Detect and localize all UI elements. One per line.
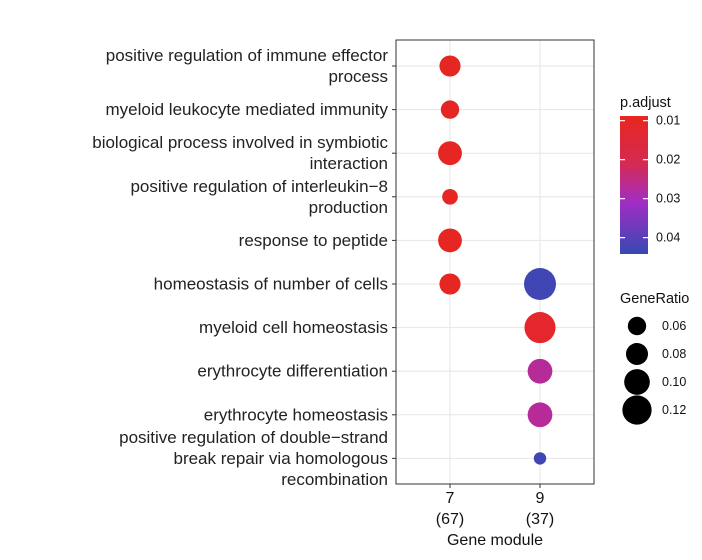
color-legend: p.adjust 0.01 0.02 0.03 0.04 xyxy=(620,95,680,254)
y-tick-label: erythrocyte differentiation xyxy=(197,362,388,381)
data-point xyxy=(438,228,462,253)
y-tick-label: homeostasis of number of cells xyxy=(154,275,388,294)
panel-border xyxy=(395,39,595,485)
data-point xyxy=(527,358,553,384)
y-tick-label: recombination xyxy=(281,470,388,489)
y-axis: positive regulation of immune effector pr… xyxy=(92,46,396,489)
color-legend-label: 0.02 xyxy=(656,153,680,167)
color-legend-bar xyxy=(620,116,648,254)
data-point xyxy=(533,452,547,465)
size-legend-dot xyxy=(625,342,649,366)
data-point xyxy=(440,100,460,119)
data-point xyxy=(524,312,556,344)
size-legend-dot xyxy=(627,316,647,336)
y-tick-label: production xyxy=(309,198,388,217)
color-legend-title: p.adjust xyxy=(620,95,671,111)
data-point xyxy=(439,273,461,295)
y-tick-label: process xyxy=(328,67,388,86)
y-tick-label: break repair via homologous xyxy=(173,449,388,468)
y-tick-label: myeloid leukocyte mediated immunity xyxy=(105,100,388,119)
y-tick-label: erythrocyte homeostasis xyxy=(204,405,388,424)
data-point xyxy=(439,55,461,77)
size-legend-dot xyxy=(622,395,652,425)
color-legend-label: 0.01 xyxy=(656,114,680,128)
data-points xyxy=(438,55,556,465)
data-point xyxy=(438,141,462,166)
size-legend: GeneRatio 0.06 0.08 0.10 0.12 xyxy=(620,291,689,425)
size-legend-label: 0.10 xyxy=(662,375,686,389)
data-point xyxy=(527,402,553,428)
size-legend-title: GeneRatio xyxy=(620,291,689,307)
size-legend-label: 0.08 xyxy=(662,347,686,361)
y-tick-label: myeloid cell homeostasis xyxy=(199,318,388,337)
y-tick-label: interaction xyxy=(310,154,388,173)
color-legend-label: 0.03 xyxy=(656,192,680,206)
x-tick-label: 7 xyxy=(446,490,455,507)
data-point xyxy=(442,188,458,205)
y-tick-label: response to peptide xyxy=(239,231,388,250)
x-tick-label: 9 xyxy=(536,490,545,507)
size-legend-dot xyxy=(624,369,650,395)
x-axis: 7 (67) 9 (37) xyxy=(436,484,554,528)
x-axis-title: Gene module xyxy=(447,532,543,549)
x-tick-sublabel: (37) xyxy=(526,511,554,528)
y-tick-label: positive regulation of immune effector xyxy=(106,46,389,65)
color-legend-label: 0.04 xyxy=(656,231,680,245)
y-tick-label: biological process involved in symbiotic xyxy=(92,133,388,152)
size-legend-label: 0.12 xyxy=(662,403,686,417)
y-tick-label: positive regulation of double−strand xyxy=(119,428,388,447)
y-tick-label: positive regulation of interleukin−8 xyxy=(130,177,388,196)
gridlines xyxy=(396,40,594,484)
data-point xyxy=(524,268,556,300)
size-legend-label: 0.06 xyxy=(662,319,686,333)
x-tick-sublabel: (67) xyxy=(436,511,464,528)
